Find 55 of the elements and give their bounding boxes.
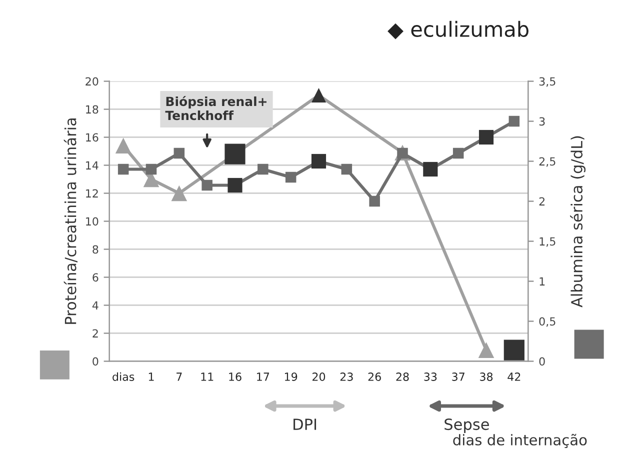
y-tick-label: 18	[86, 105, 98, 114]
x-tick-label: 20	[312, 372, 326, 381]
point	[478, 342, 494, 358]
y2-tick-label: 2	[539, 197, 544, 206]
x-tick-label: 19	[284, 372, 298, 381]
y2-tick-label: 0,5	[539, 317, 556, 327]
x-tick-label: 33	[424, 372, 437, 381]
point	[285, 172, 296, 183]
x-tick-label: 37	[452, 372, 464, 381]
y-tick-label: 4	[92, 301, 98, 310]
y2-axis-title: Albumina sérica (g/dL)	[570, 136, 586, 308]
x-tick-label: 16	[229, 372, 242, 381]
y-tick-label: 20	[86, 77, 98, 86]
y-tick-label: 0	[92, 357, 98, 366]
text: Sepse	[444, 418, 489, 434]
y-tick-label: 10	[86, 217, 98, 226]
point	[146, 164, 157, 175]
point	[369, 196, 380, 207]
point	[118, 164, 129, 175]
x-tick-label: 23	[340, 372, 353, 381]
point	[202, 180, 212, 191]
point	[508, 116, 520, 127]
y2-tick-label: 3	[539, 117, 545, 126]
text: DPI	[294, 418, 316, 430]
point	[341, 164, 352, 175]
y-tick-label: 16	[86, 133, 98, 142]
x-axis-title: dias de internação	[453, 434, 587, 448]
y-tick-label: 6	[92, 273, 98, 282]
x-tick-label: 42	[508, 372, 520, 381]
x-tick-label: 26	[368, 372, 381, 381]
x-tick-label: 17	[257, 372, 270, 381]
point	[452, 148, 464, 159]
point	[258, 164, 268, 175]
text: ◆ eculizumab	[388, 20, 528, 40]
y2-tick-label: 0	[539, 357, 545, 366]
x-tick-label: 38	[480, 372, 493, 381]
y-tick-label: 14	[86, 161, 98, 170]
x-tick-label: 11	[201, 372, 214, 381]
point	[174, 148, 185, 159]
x-tick-label: dias	[112, 372, 134, 381]
point	[115, 138, 132, 154]
y2-tick-label: 1,5	[540, 237, 556, 247]
y2-tick-label: 1	[540, 277, 545, 286]
y2-tick-label: 2,5	[539, 157, 556, 167]
x-tick-label: 28	[396, 372, 409, 381]
y-tick-label: 12	[86, 189, 98, 198]
x-tick-label: 1	[148, 372, 154, 381]
y-axis-title: Proteína/creatinina urinária	[64, 118, 78, 324]
x-tick-label: 7	[176, 372, 182, 381]
y-tick-label: 8	[92, 245, 98, 254]
point	[311, 88, 326, 103]
y-tick-label: 2	[92, 329, 98, 338]
point	[171, 185, 188, 202]
annotation: Biópsia renal+ Tenckhoff	[165, 96, 266, 120]
y2-tick-label: 3,5	[539, 77, 556, 87]
